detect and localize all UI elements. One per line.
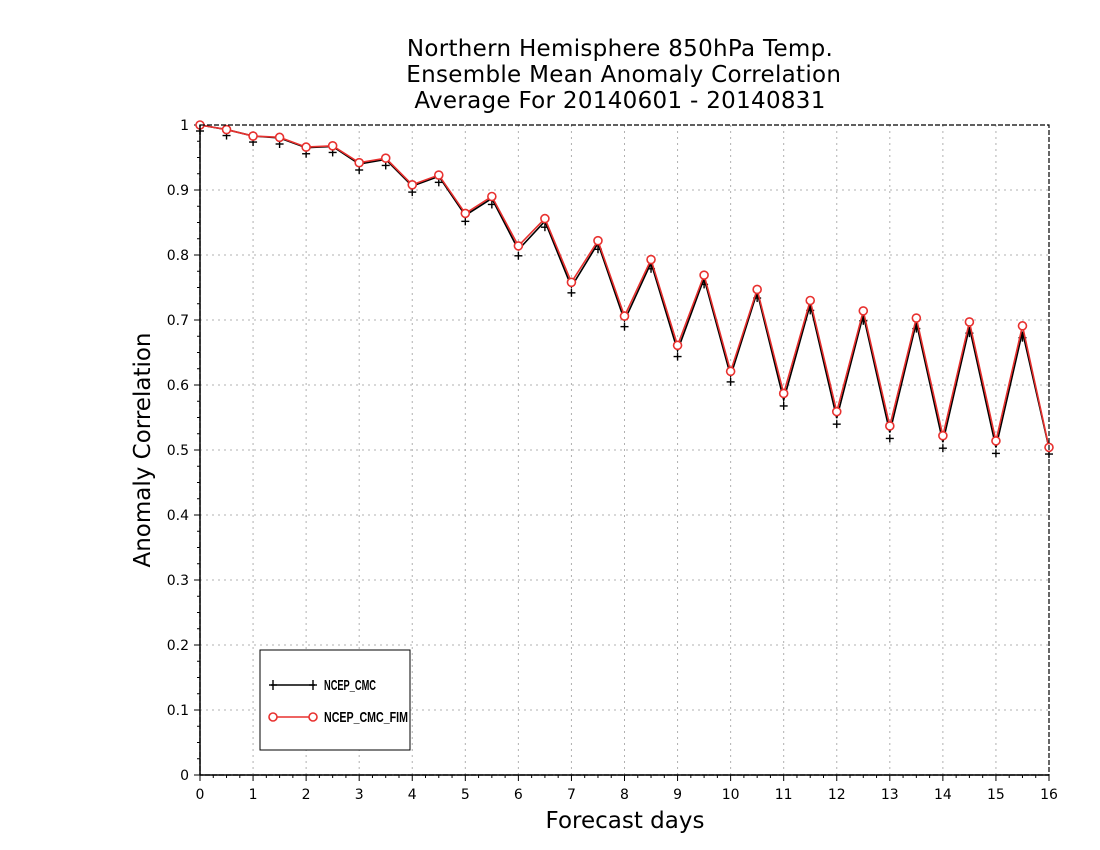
x-tick-label: 8 bbox=[620, 787, 629, 803]
circle-marker bbox=[646, 254, 656, 265]
circle-marker bbox=[301, 142, 311, 152]
legend-box bbox=[259, 649, 411, 751]
x-tick-label: 16 bbox=[1040, 787, 1058, 803]
plus-marker bbox=[540, 223, 549, 232]
circle-marker bbox=[778, 388, 789, 399]
y-tick-label: 1 bbox=[180, 118, 189, 134]
y-tick-label: 0.4 bbox=[167, 508, 189, 524]
x-tick-label: 14 bbox=[934, 787, 952, 803]
circle-marker bbox=[725, 366, 736, 377]
plus-marker bbox=[461, 217, 470, 226]
circle-marker bbox=[566, 277, 577, 288]
circle-marker bbox=[460, 208, 471, 219]
circle-marker bbox=[407, 180, 418, 190]
circle-marker bbox=[831, 406, 842, 417]
legend-label: NCEP_CMC bbox=[324, 677, 376, 694]
x-tick-label: 11 bbox=[775, 787, 793, 803]
circle-marker bbox=[593, 235, 603, 246]
x-tick-label: 10 bbox=[722, 787, 740, 803]
x-tick-label: 2 bbox=[302, 787, 311, 803]
circle-marker bbox=[354, 157, 364, 168]
x-tick-label: 15 bbox=[987, 787, 1005, 803]
y-tick-label: 0.6 bbox=[167, 378, 189, 394]
circle-marker bbox=[911, 313, 922, 323]
circle-marker bbox=[274, 132, 285, 143]
circle-marker bbox=[964, 317, 975, 327]
x-tick-label: 3 bbox=[355, 787, 364, 803]
plus-marker bbox=[514, 251, 523, 260]
plot-frame bbox=[199, 124, 1050, 776]
legend-circle-marker bbox=[268, 712, 278, 722]
circle-marker bbox=[991, 436, 1001, 446]
x-tick-label: 6 bbox=[514, 787, 523, 803]
circle-marker bbox=[858, 306, 869, 316]
plus-marker bbox=[726, 377, 735, 386]
legend-item-ncep-cmc-fim: NCEP_CMC_FIM bbox=[268, 709, 408, 726]
y-tick-label: 0.8 bbox=[167, 248, 189, 264]
x-tick-label: 12 bbox=[828, 787, 846, 803]
legend: NCEP_CMC NCEP_CMC_FIM bbox=[259, 649, 411, 751]
plus-marker bbox=[991, 449, 1000, 458]
circle-marker bbox=[221, 124, 232, 135]
x-tick-label: 1 bbox=[249, 787, 258, 803]
circle-marker bbox=[380, 153, 391, 163]
circle-marker bbox=[752, 284, 762, 295]
legend-label: NCEP_CMC_FIM bbox=[324, 709, 408, 726]
y-tick-label: 0 bbox=[180, 768, 189, 784]
circle-marker bbox=[513, 241, 524, 251]
circle-marker bbox=[805, 295, 816, 306]
x-tick-label: 0 bbox=[196, 787, 205, 803]
x-tick-label: 4 bbox=[408, 787, 417, 803]
circle-marker bbox=[672, 340, 683, 351]
x-tick-label: 9 bbox=[673, 787, 682, 803]
circle-marker bbox=[248, 131, 258, 141]
plus-marker bbox=[620, 322, 629, 331]
circle-marker bbox=[619, 311, 630, 321]
tick-layer: 0 1 2 3 4 5 6 7 8 9 10 11 12 13 14 15 1600.10.20.30.40.5… bbox=[167, 118, 1058, 803]
frame-layer bbox=[199, 124, 1050, 776]
series-layer bbox=[195, 120, 1054, 459]
y-tick-label: 0.9 bbox=[167, 183, 189, 199]
y-tick-label: 0.7 bbox=[167, 313, 189, 329]
legend-item-ncep-cmc: NCEP_CMC bbox=[269, 677, 376, 694]
circle-marker bbox=[699, 270, 709, 280]
chart-title-line-1: Northern Hemisphere 850hPa Temp. bbox=[406, 36, 834, 62]
circle-marker bbox=[327, 141, 338, 151]
circle-marker bbox=[938, 430, 948, 441]
chart-title-line-2: Ensemble Mean Anomaly Correlation bbox=[398, 62, 842, 88]
plus-marker bbox=[673, 352, 682, 361]
circle-marker bbox=[540, 213, 550, 224]
circle-marker bbox=[1017, 321, 1028, 331]
circle-marker bbox=[487, 191, 497, 202]
plus-marker bbox=[487, 200, 496, 209]
x-tick-label: 7 bbox=[567, 787, 576, 803]
y-tick-label: 0.2 bbox=[167, 638, 189, 654]
y-tick-label: 0.5 bbox=[167, 443, 189, 459]
x-tick-label: 5 bbox=[461, 787, 470, 803]
circle-marker bbox=[885, 421, 895, 431]
plus-marker bbox=[779, 401, 788, 410]
plus-marker bbox=[938, 444, 947, 453]
x-axis-label: Forecast days bbox=[545, 808, 705, 834]
plus-marker bbox=[832, 420, 841, 429]
circle-marker bbox=[433, 170, 444, 180]
plus-marker bbox=[567, 288, 576, 297]
chart-title-line-3: Average For 20140601 - 20140831 bbox=[414, 88, 826, 114]
y-tick-label: 0.3 bbox=[167, 573, 189, 589]
plus-marker bbox=[885, 434, 894, 443]
x-tick-label: 13 bbox=[881, 787, 899, 803]
y-tick-label: 0.1 bbox=[167, 703, 189, 719]
legend-circle-marker bbox=[308, 712, 318, 722]
